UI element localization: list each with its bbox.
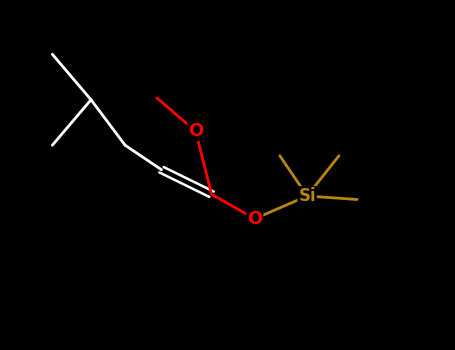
Text: O: O [247,210,263,228]
Text: O: O [188,122,203,140]
Text: Si: Si [298,187,316,205]
